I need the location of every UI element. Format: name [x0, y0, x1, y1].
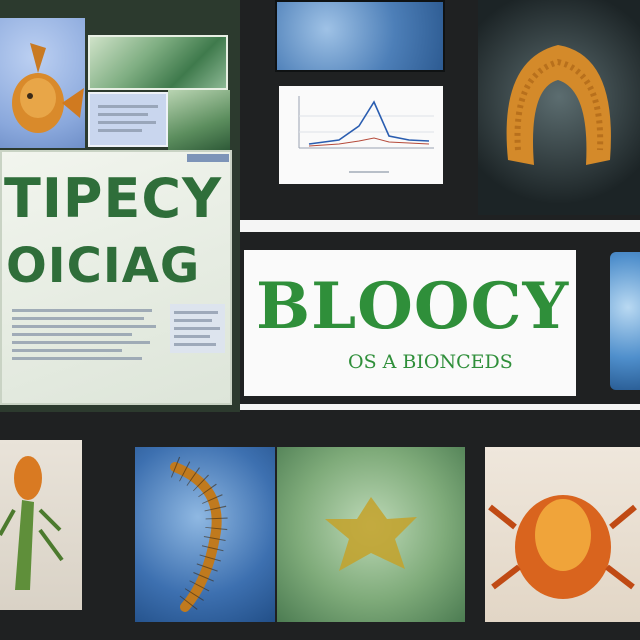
poster-heading-line-2: OICIAG	[6, 238, 201, 294]
goldfish-icon	[12, 43, 84, 133]
poster-collage: TIPECY OICIAG	[0, 0, 240, 420]
centipede-specimen-image	[135, 447, 275, 622]
chart-thumbnail	[298, 96, 434, 173]
panel-title: BLOOCY	[256, 269, 570, 344]
blue-specimen-image	[275, 0, 445, 72]
coiled-organism-icon	[506, 45, 611, 165]
chart-card	[279, 86, 443, 184]
coiled-specimen-image	[478, 0, 640, 215]
poster-heading-line-1: TIPECY	[4, 167, 223, 230]
poster-sheet: TIPECY OICIAG	[0, 150, 232, 405]
goldfish-image	[0, 18, 85, 148]
centipede-icon	[170, 456, 228, 615]
cell-specimen-image	[277, 447, 465, 622]
right-blue-specimen-image	[610, 252, 640, 390]
poster-sidebar-text	[170, 304, 225, 353]
cell-organism-icon	[325, 497, 417, 571]
info-card	[88, 92, 168, 147]
crab-organism-icon	[488, 495, 637, 599]
marsh-image	[168, 90, 230, 150]
poster-label-tag	[187, 154, 229, 162]
panel-subtitle: OS A BIONCEDS	[348, 351, 513, 373]
crab-specimen-image	[485, 447, 640, 622]
card-text-lines	[90, 94, 166, 143]
poster-body-text	[12, 304, 160, 365]
insect-specimen-image	[0, 440, 82, 610]
green-landscape-image	[88, 35, 228, 90]
title-panel: BLOOCY OS A BIONCEDS	[244, 250, 576, 396]
insect-icon	[0, 456, 64, 590]
